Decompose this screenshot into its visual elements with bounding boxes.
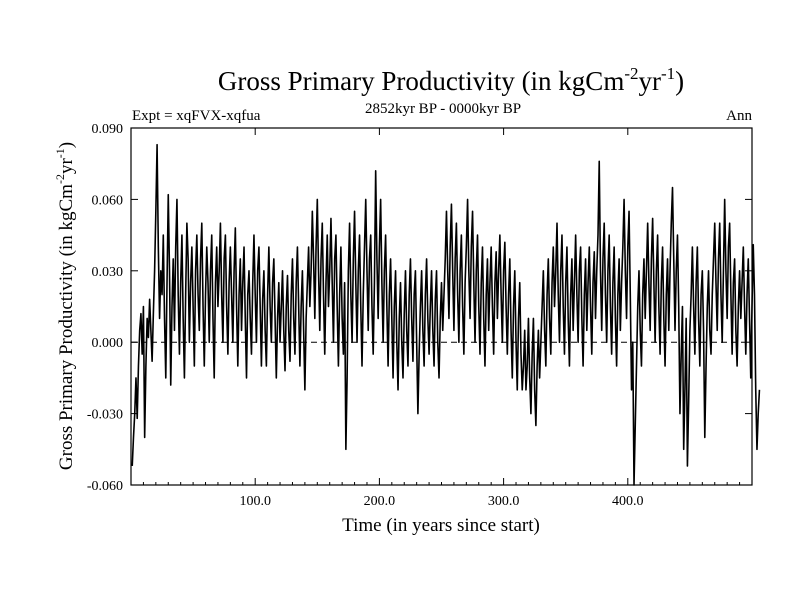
y-axis-label-sup-1: -2 <box>53 174 67 184</box>
y-tick-label: -0.060 <box>87 479 123 494</box>
chart-title-mid: yr <box>639 66 662 96</box>
y-tick-label: -0.030 <box>87 408 123 423</box>
season-label: Ann <box>726 108 752 124</box>
chart-title: Gross Primary Productivity (in kgCm-2yr-… <box>218 64 684 96</box>
y-axis-label-sup-2: -1 <box>53 148 67 158</box>
y-axis-label-mid: yr <box>56 158 77 175</box>
x-tick-label: 100.0 <box>239 494 271 509</box>
x-axis-label: Time (in years since start) <box>342 515 540 536</box>
time-range-label: 2852kyr BP - 0000kyr BP <box>365 101 521 117</box>
y-tick-label: 0.030 <box>92 265 124 280</box>
x-tick-label: 300.0 <box>488 494 520 509</box>
y-axis-label: Gross Primary Productivity (in kgCm-2yr-… <box>53 142 77 470</box>
y-tick-label: 0.000 <box>92 336 124 351</box>
y-axis-label-main: Gross Primary Productivity (in kgCm <box>56 184 77 470</box>
chart-title-sup-1: -2 <box>624 64 638 83</box>
chart-title-sup-2: -1 <box>661 64 675 83</box>
chart-title-end: ) <box>675 66 684 96</box>
y-axis: -0.060 -0.030 0.000 0.030 0.060 0.090 <box>87 122 752 494</box>
y-tick-label: 0.060 <box>92 193 124 208</box>
x-tick-label: 400.0 <box>612 494 644 509</box>
chart-title-main: Gross Primary Productivity (in kgCm <box>218 66 625 96</box>
gpp-series-line <box>131 143 761 486</box>
y-tick-label: 0.090 <box>92 122 124 137</box>
y-axis-label-end: ) <box>56 142 77 148</box>
experiment-label: Expt = xqFVX-xqfua <box>132 108 261 124</box>
x-axis: 100.0 200.0 300.0 400.0 <box>142 128 741 509</box>
x-tick-label: 200.0 <box>364 494 396 509</box>
series-layer <box>131 143 761 486</box>
